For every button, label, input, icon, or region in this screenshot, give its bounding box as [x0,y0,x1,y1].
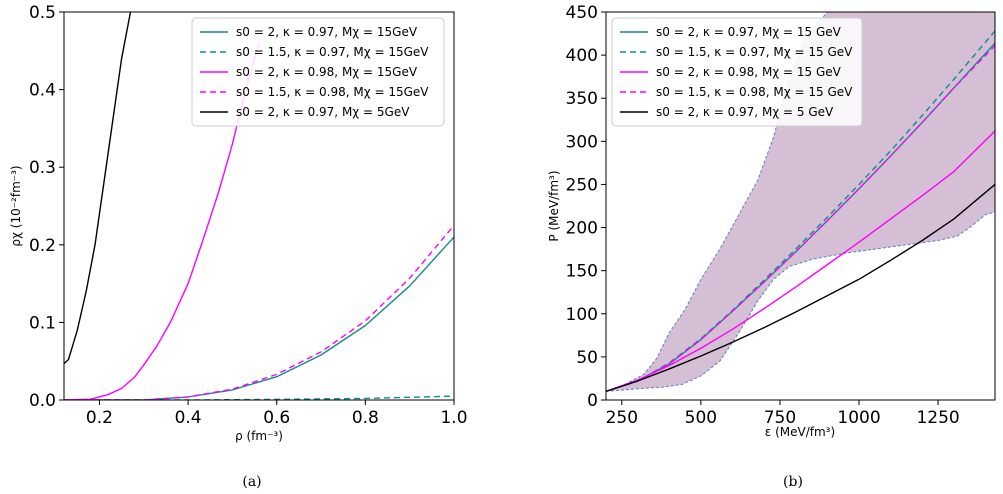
series-line-b-1 [606,30,995,393]
series-line-a-4 [64,12,132,365]
caption-b: (b) [783,474,803,490]
y-tick-label: 50 [576,348,598,368]
legend-label: s0 = 2, κ = 0.98, Mχ = 15GeV [236,65,418,79]
x-tick-label: 0.6 [263,408,290,428]
y-axis-label-b: P (MeV/fm³) [547,170,561,241]
y-tick-label: 150 [566,262,598,282]
y-tick-label: 0.3 [29,158,56,178]
x-axis-label-b: ε (MeV/fm³) [765,425,835,439]
series-line-a-1 [64,395,454,400]
y-tick-label: 0.1 [29,313,56,333]
series-line-b-2 [606,130,995,393]
series-line-b-4 [606,183,995,393]
series-line-b-0 [606,42,995,393]
y-ticks-a: 0.0 0.1 0.2 0.3 0.4 0.5 [29,3,64,411]
x-tick-label: 0.4 [175,408,202,428]
legend-box [611,17,863,127]
axes-frame-b [605,11,996,401]
legend-b: s0 = 2, κ = 0.97, Mχ = 15 GeV s0 = 1.5, κ… [611,17,863,127]
y-tick-label: 0 [587,391,598,411]
y-tick-label: 0.0 [29,391,56,411]
plot-area-b [606,12,995,393]
legend-label: s0 = 2, κ = 0.97, Mχ = 15GeV [236,25,418,39]
legend-label: s0 = 1.5, κ = 0.97, Mχ = 15 GeV [656,45,853,59]
legend-label: s0 = 1.5, κ = 0.97, Mχ = 15GeV [236,45,429,59]
legend-label: s0 = 2, κ = 0.97, Mχ = 5GeV [236,105,410,119]
y-tick-label: 350 [566,89,598,109]
y-tick-label: 300 [566,132,598,152]
series-line-a-3 [64,224,454,400]
x-tick-label: 1.0 [440,408,467,428]
y-axis-label-a: ρχ (10⁻²fm⁻³) [9,165,23,246]
legend-a: s0 = 2, κ = 0.97, Mχ = 15GeV s0 = 1.5, κ … [191,17,445,127]
series-line-a-2 [64,42,260,400]
y-tick-label: 0.4 [29,81,56,101]
band-upper-edge [606,12,828,392]
legend-label: s0 = 2, κ = 0.98, Mχ = 15 GeV [656,65,842,79]
x-axis-label-a: ρ (fm⁻³) [235,429,283,443]
y-tick-label: 200 [566,219,598,239]
axes-frame-a [63,11,455,401]
legend-label: s0 = 1.5, κ = 0.98, Mχ = 15GeV [236,85,429,99]
panel-a: 0.2 0.4 0.6 0.8 1.0 0.0 0.1 0.2 0.3 0.4 0.5 ρ (fm… [9,3,468,490]
y-ticks-b: 0 50 100 150 200 250 300 350 400 450 [566,3,606,411]
legend-label: s0 = 2, κ = 0.97, Mχ = 5 GeV [656,105,834,119]
y-tick-label: 0.5 [29,3,56,23]
x-tick-label: 250 [606,408,638,428]
x-tick-label: 1250 [916,408,959,428]
caption-a: (a) [242,474,261,490]
legend-label: s0 = 1.5, κ = 0.98, Mχ = 15 GeV [656,85,853,99]
legend-label: s0 = 2, κ = 0.97, Mχ = 15 GeV [656,25,842,39]
x-tick-label: 0.2 [86,408,113,428]
x-tick-label: 750 [764,408,796,428]
x-tick-label: 500 [685,408,717,428]
y-tick-label: 400 [566,46,598,66]
x-ticks-b: 250 500 750 1000 1250 [606,400,960,428]
y-tick-label: 0.2 [29,236,56,256]
series-line-a-0 [64,236,454,400]
y-tick-label: 100 [566,305,598,325]
y-tick-label: 250 [566,175,598,195]
y-tick-label: 450 [566,3,598,23]
uncertainty-band [606,12,995,392]
legend-box [191,17,445,127]
x-tick-label: 1000 [837,408,880,428]
band-lower-edge [606,211,995,392]
plot-area-a [64,12,454,400]
x-ticks-a: 0.2 0.4 0.6 0.8 1.0 [86,400,468,428]
x-tick-label: 0.8 [352,408,379,428]
panel-b: 250 500 750 1000 1250 0 50 100 150 200 250 300 350 4… [547,3,996,490]
